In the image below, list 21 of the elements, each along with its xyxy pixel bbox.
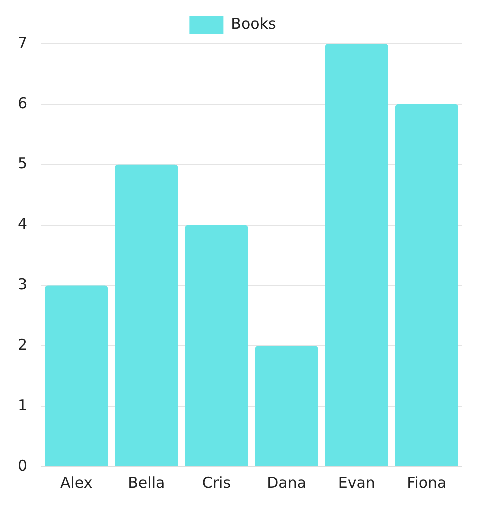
x-tick-label: Dana	[267, 474, 307, 492]
x-tick-label: Alex	[60, 474, 93, 492]
x-tick-label: Bella	[128, 474, 166, 492]
y-tick-label: 0	[18, 456, 28, 475]
y-tick-label: 2	[18, 336, 28, 354]
x-tick-label: Evan	[338, 474, 376, 492]
bar	[185, 225, 248, 466]
y-tick-label: 7	[18, 34, 28, 52]
y-tick-label: 4	[18, 215, 28, 234]
bar	[45, 286, 108, 466]
y-tick-label: 1	[18, 396, 28, 414]
y-tick-label: 6	[18, 94, 28, 112]
y-tick-label: 5	[18, 154, 28, 173]
x-tick-label: Fiona	[407, 474, 447, 492]
y-tick-label: 3	[18, 276, 28, 294]
bar	[255, 346, 318, 466]
bar	[325, 44, 388, 466]
bar	[115, 164, 178, 466]
legend-label: Books	[231, 14, 277, 33]
x-tick-label: Cris	[202, 474, 232, 492]
bar	[395, 104, 458, 466]
